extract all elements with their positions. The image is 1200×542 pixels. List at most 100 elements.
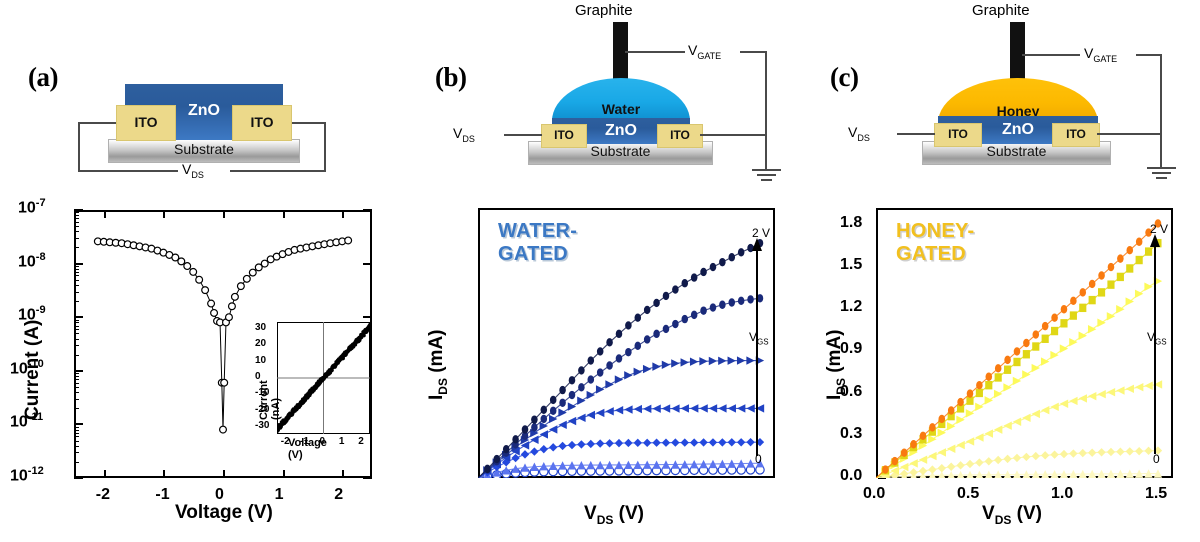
wire-bottom-right xyxy=(230,170,326,172)
vgate-wire-left xyxy=(625,51,685,53)
vgate-wire-right xyxy=(740,51,767,53)
axis-tick xyxy=(74,452,79,453)
axis-tick xyxy=(74,430,79,431)
axis-tick xyxy=(163,210,165,218)
axis-tick xyxy=(104,470,106,478)
ito-right-label-c: ITO xyxy=(1053,124,1099,145)
axis-tick-label: 1 xyxy=(275,486,284,504)
axis-tick xyxy=(74,477,83,479)
plot-b-xaxis-title: VDS (V) xyxy=(584,503,644,527)
axis-tick xyxy=(74,263,83,265)
zno-channel-b: ZnO xyxy=(580,118,662,144)
axis-tick xyxy=(74,345,79,346)
axis-tick xyxy=(74,209,83,211)
vgate-wire-down xyxy=(765,51,767,135)
axis-tick xyxy=(74,355,79,356)
plot-c-yaxis-title: IDS (mA) xyxy=(824,329,848,400)
axis-tick xyxy=(74,392,79,393)
graphite-rod-c xyxy=(1010,22,1025,82)
panel-b-letter: (b) xyxy=(435,62,467,93)
axis-tick xyxy=(74,423,83,425)
ground-stem xyxy=(765,134,767,170)
vgs-bottom-label-c: 0 xyxy=(1153,452,1160,466)
plot-b-yaxis-title: IDS (mA) xyxy=(426,329,450,400)
axis-tick xyxy=(74,408,79,409)
axis-tick-label: 1 xyxy=(339,436,345,447)
vds-terminal-label-b: VDS xyxy=(453,125,475,144)
axis-tick-label: 10-12 xyxy=(10,465,44,485)
axis-tick xyxy=(74,266,79,267)
axis-tick-label: 10 xyxy=(255,355,266,366)
vgate-wire-down-c xyxy=(1160,54,1162,133)
axis-tick xyxy=(74,292,79,293)
water-label: Water xyxy=(552,101,690,117)
axis-tick-label: 2 xyxy=(334,486,343,504)
ito-left-label-b: ITO xyxy=(542,125,586,146)
source-ground-wire-c xyxy=(1097,133,1162,135)
axis-tick xyxy=(363,477,372,479)
axis-tick xyxy=(74,272,79,273)
axis-tick xyxy=(283,210,285,218)
ito-left-electrode: ITO xyxy=(116,105,176,141)
ground-stem-c xyxy=(1160,133,1162,168)
ito-right-electrode: ITO xyxy=(232,105,292,141)
axis-tick xyxy=(74,285,79,286)
vds-wire-c xyxy=(897,133,935,135)
axis-tick xyxy=(74,280,79,281)
axis-tick xyxy=(74,462,79,463)
ito-right-electrode-b: ITO xyxy=(657,124,703,148)
axis-tick xyxy=(74,322,79,323)
ito-right-label: ITO xyxy=(233,106,291,139)
plot-c-xaxis-title: VDS (V) xyxy=(982,503,1042,527)
axis-tick xyxy=(363,263,372,265)
wire-left-top xyxy=(78,122,118,124)
axis-tick xyxy=(74,441,79,442)
plot-b-title: WATER-GATED xyxy=(498,220,577,266)
axis-tick xyxy=(74,376,79,377)
axis-tick xyxy=(342,470,344,478)
axis-tick xyxy=(74,222,79,223)
wire-right-top xyxy=(288,122,326,124)
axis-tick xyxy=(74,238,79,239)
inset-yaxis-title: Current (nA) xyxy=(258,380,282,420)
ito-left-label: ITO xyxy=(117,106,175,139)
vgs-arrow-icon-c xyxy=(1146,234,1164,454)
plot-a-inset-canvas xyxy=(277,322,370,434)
ito-left-label-c: ITO xyxy=(935,124,981,145)
vgate-wire-left-c xyxy=(1022,54,1080,56)
axis-tick-label: -1 xyxy=(155,486,169,504)
axis-tick xyxy=(342,210,344,218)
axis-tick xyxy=(283,470,285,478)
axis-tick-label: 20 xyxy=(255,338,266,349)
vgs-arrow-icon xyxy=(748,238,766,456)
graphite-label: Graphite xyxy=(575,2,633,19)
axis-tick xyxy=(74,275,79,276)
axis-tick-label: -2 xyxy=(96,486,110,504)
vds-terminal-label: VDS xyxy=(182,161,204,180)
axis-tick xyxy=(74,339,79,340)
zno-channel-c: ZnO xyxy=(978,116,1058,144)
vgate-terminal-label: VGATE xyxy=(688,42,721,61)
plot-a-xaxis-title: Voltage (V) xyxy=(175,502,273,524)
axis-tick xyxy=(223,470,225,478)
zno-label-c: ZnO xyxy=(978,121,1058,139)
axis-tick-label: 2 xyxy=(358,436,364,447)
axis-tick xyxy=(74,446,79,447)
zno-label-b: ZnO xyxy=(580,122,662,140)
axis-tick xyxy=(74,212,79,213)
axis-tick xyxy=(74,326,79,327)
panel-a-letter: (a) xyxy=(28,62,58,93)
wire-right-vert xyxy=(324,122,326,172)
axis-tick xyxy=(74,269,79,270)
axis-tick xyxy=(74,247,79,248)
axis-tick xyxy=(74,433,79,434)
axis-tick xyxy=(74,427,79,428)
axis-tick xyxy=(74,231,79,232)
axis-tick xyxy=(163,470,165,478)
plot-c-title: HONEY-GATED xyxy=(896,220,974,266)
axis-tick xyxy=(74,379,79,380)
panel-c: (c) Graphite Honey Substrate ZnO ITO ITO… xyxy=(800,0,1200,542)
axis-tick xyxy=(74,316,83,318)
axis-tick-label: 10-8 xyxy=(18,251,46,271)
vds-wire-b xyxy=(504,134,542,136)
